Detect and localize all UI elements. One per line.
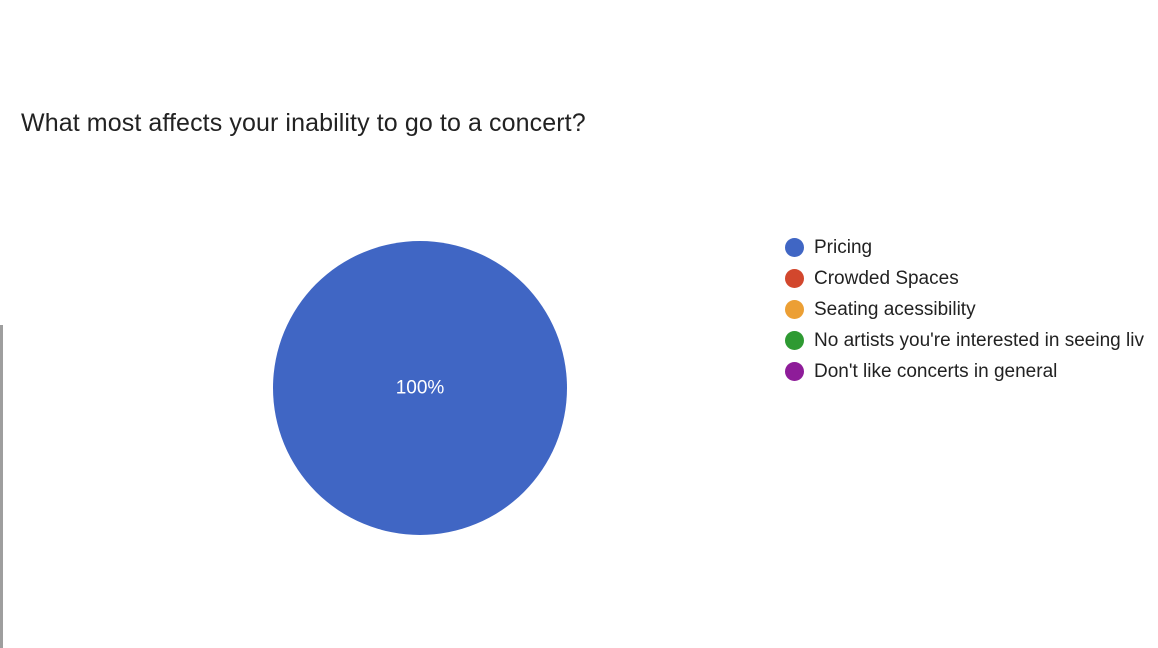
chart-title: What most affects your inability to go t… — [21, 109, 586, 137]
legend-label-crowded-spaces: Crowded Spaces — [814, 267, 959, 289]
legend-item-no-artists[interactable]: No artists you're interested in seeing l… — [785, 325, 1158, 356]
legend: Pricing Crowded Spaces Seating acessibil… — [785, 232, 1158, 387]
legend-label-pricing: Pricing — [814, 236, 873, 258]
legend-swatch-pricing — [785, 238, 804, 257]
pie-data-label-pricing: 100% — [396, 378, 445, 399]
legend-item-pricing[interactable]: Pricing — [785, 232, 1158, 263]
legend-item-seating-accessibility[interactable]: Seating acessibility — [785, 294, 1158, 325]
legend-label-dont-like-concerts: Don't like concerts in general — [814, 360, 1058, 382]
pie-data-labels: 100% — [396, 378, 445, 399]
legend-item-crowded-spaces[interactable]: Crowded Spaces — [785, 263, 1158, 294]
legend-swatch-dont-like-concerts — [785, 362, 804, 381]
left-edge-border — [0, 325, 3, 648]
legend-label-seating-accessibility: Seating acessibility — [814, 298, 976, 320]
legend-swatch-seating-accessibility — [785, 300, 804, 319]
pie-slices — [273, 241, 567, 535]
legend-label-no-artists: No artists you're interested in seeing l… — [814, 329, 1144, 351]
pie-slice-pricing[interactable] — [273, 241, 567, 535]
legend-item-dont-like-concerts[interactable]: Don't like concerts in general — [785, 356, 1158, 387]
legend-swatch-crowded-spaces — [785, 269, 804, 288]
legend-swatch-no-artists — [785, 331, 804, 350]
